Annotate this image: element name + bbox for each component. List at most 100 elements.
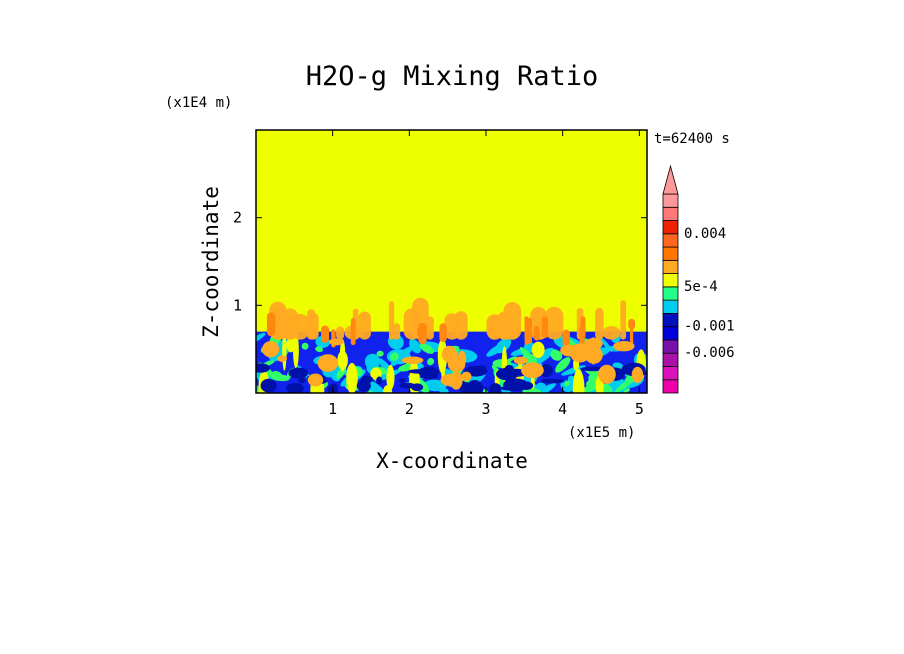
green-patch <box>301 342 309 350</box>
orange-core <box>266 312 276 337</box>
orange-plume <box>503 302 522 340</box>
orange-patch <box>457 350 467 367</box>
contour-field <box>256 297 647 393</box>
colorbar-segment <box>662 233 679 248</box>
cyan-patch <box>561 365 586 376</box>
dry-core <box>499 385 525 391</box>
plot-frame <box>255 129 648 394</box>
y-tick-label: 2 <box>233 209 242 227</box>
dry-core <box>407 369 431 374</box>
green-patch <box>390 352 399 362</box>
green-patch <box>550 349 563 361</box>
x-tick-label: 1 <box>328 400 337 418</box>
orange-patch <box>440 373 461 387</box>
orange-core <box>321 325 330 343</box>
orange-patch <box>598 364 616 384</box>
orange-patch <box>513 356 528 365</box>
moist-plume <box>386 364 395 390</box>
orange-patch <box>521 362 544 379</box>
dry-core <box>256 363 271 373</box>
dry-core <box>519 381 534 390</box>
orange-patch <box>401 356 424 365</box>
x-axis-label: X-coordinate <box>376 449 528 473</box>
green-patch <box>583 381 599 393</box>
orange-core <box>533 329 540 341</box>
dry-core <box>288 367 309 379</box>
colorbar-label: -0.006 <box>684 345 735 361</box>
dry-core <box>466 384 484 393</box>
colorbar-extend-arrow <box>662 164 679 195</box>
colorbar-segment <box>662 299 679 314</box>
dry-core <box>548 378 565 384</box>
dry-core <box>298 376 306 384</box>
x-tick-label: 5 <box>635 400 644 418</box>
cyan-patch <box>409 338 422 354</box>
orange-core <box>526 317 532 344</box>
cyan-patch <box>423 379 447 392</box>
cyan-patch <box>532 347 554 365</box>
dry-core <box>398 378 406 384</box>
colorbar-segment <box>662 312 679 328</box>
colorbar-segment <box>662 259 679 275</box>
orange-plume <box>620 300 627 340</box>
green-patch <box>427 357 435 366</box>
dry-core <box>580 366 605 372</box>
x-tick-label: 2 <box>405 400 414 418</box>
dry-core <box>376 376 383 385</box>
colorbar-label: -0.001 <box>684 319 735 335</box>
green-patch <box>623 388 631 393</box>
orange-core <box>439 323 447 343</box>
orange-plume <box>444 313 460 340</box>
moist-plume <box>382 384 393 393</box>
x-axis-ticks: 1 2 3 4 5 <box>328 130 644 418</box>
x-tick-label: 3 <box>481 400 490 418</box>
dry-core <box>419 373 439 380</box>
green-patch <box>419 343 435 354</box>
colorbar-segment <box>662 273 679 288</box>
moist-plume <box>346 362 358 393</box>
y-axis-ticks: 12 <box>233 209 647 314</box>
orange-plume <box>602 326 621 340</box>
orange-plume <box>336 326 345 340</box>
green-patch <box>315 346 324 353</box>
green-patch <box>601 383 613 393</box>
orange-plume <box>403 308 421 340</box>
colorbar-segment <box>662 193 679 208</box>
colorbar-segment <box>662 326 679 341</box>
dry-core <box>399 382 416 389</box>
orange-core <box>541 316 548 339</box>
colorbar-segment <box>662 206 679 221</box>
orange-core <box>418 322 427 345</box>
orange-patch <box>262 341 280 358</box>
moist-plume <box>286 336 296 353</box>
time-label: t=62400 s <box>654 131 730 147</box>
cyan-patch <box>365 380 390 393</box>
orange-patch <box>461 371 472 381</box>
dry-core <box>356 379 371 392</box>
x-multiplier-label: (x1E5 m) <box>568 425 635 441</box>
orange-patch <box>584 346 603 364</box>
orange-patch <box>631 366 644 384</box>
colorbar-segment <box>662 339 679 354</box>
orange-patch <box>613 340 635 352</box>
colorbar: -0.006 -0.001 5e-4 0.004 <box>662 164 735 394</box>
green-patch <box>376 350 384 357</box>
moist-plume <box>337 350 348 370</box>
orange-core <box>562 329 570 347</box>
colorbar-label: 0.004 <box>684 226 726 242</box>
orange-patch <box>307 373 324 387</box>
orange-patch <box>317 354 339 372</box>
moist-plume <box>531 341 545 359</box>
orange-patch <box>277 355 288 362</box>
y-axis-label: Z-coordinate <box>199 186 223 338</box>
chart-title: H2O-g Mixing Ratio <box>306 61 599 92</box>
orange-plume <box>392 323 401 340</box>
y-multiplier-label: (x1E4 m) <box>165 95 232 111</box>
orange-plume <box>487 316 501 340</box>
orange-plume <box>595 307 604 340</box>
y-tick-label: 1 <box>233 296 242 314</box>
orange-core <box>350 318 356 346</box>
green-patch <box>555 357 571 373</box>
